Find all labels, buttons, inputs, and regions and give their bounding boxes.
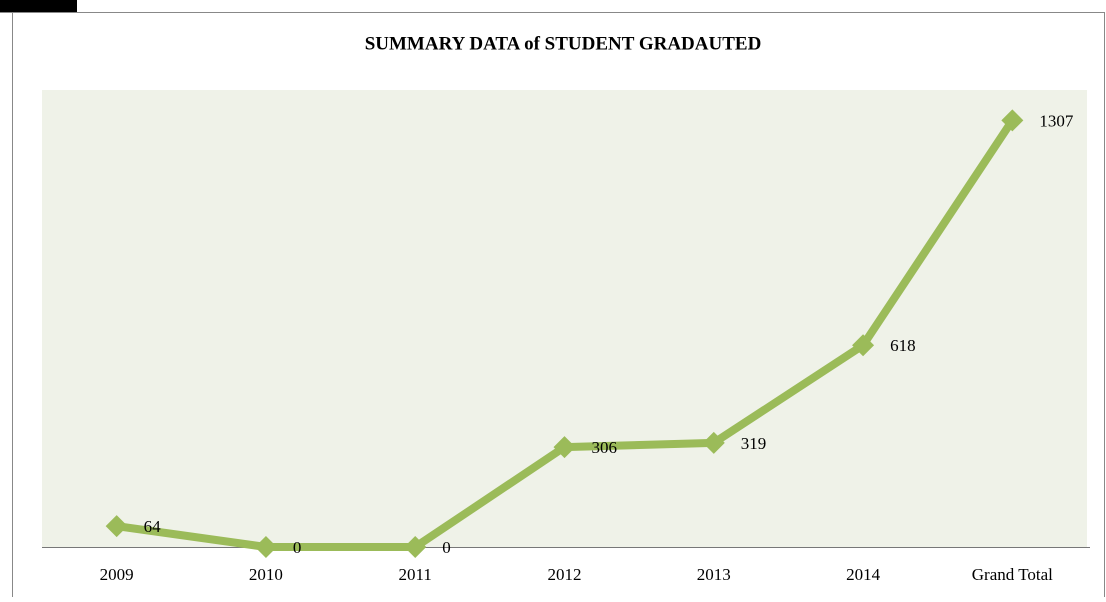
- data-label: 306: [592, 438, 618, 457]
- x-tick-label: Grand Total: [972, 565, 1053, 584]
- marker: [404, 536, 427, 558]
- data-label: 319: [741, 434, 767, 453]
- chart-title: SUMMARY DATA of STUDENT GRADAUTED: [365, 33, 762, 54]
- data-label: 0: [293, 538, 302, 557]
- x-tick-label: 2014: [846, 565, 881, 584]
- data-label: 618: [890, 336, 916, 355]
- x-tick-label: 2011: [399, 565, 432, 584]
- x-tick-label: 2012: [548, 565, 582, 584]
- plot-area: [42, 90, 1087, 547]
- marker: [254, 536, 277, 558]
- marker: [553, 436, 576, 459]
- x-tick-label: 2009: [100, 565, 134, 584]
- marker: [702, 431, 725, 454]
- marker: [105, 515, 128, 538]
- x-tick-label: 2010: [249, 565, 283, 584]
- marker: [1001, 109, 1024, 132]
- data-label: 64: [144, 517, 162, 536]
- x-tick-label: 2013: [697, 565, 731, 584]
- data-label: 0: [442, 538, 451, 557]
- data-label: 1307: [1039, 111, 1074, 130]
- header-tab: [0, 0, 77, 12]
- marker: [852, 334, 875, 357]
